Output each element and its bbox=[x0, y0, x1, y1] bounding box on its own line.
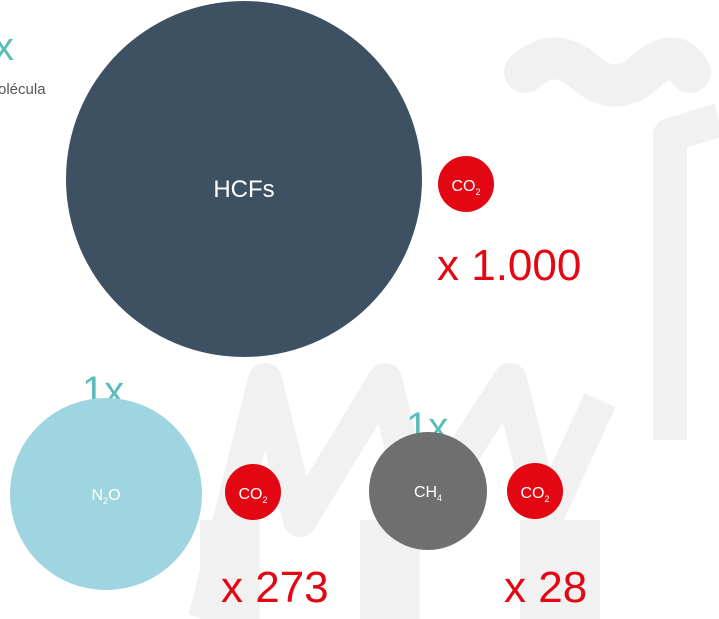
co2-sub: 2 bbox=[475, 187, 480, 197]
multiplier: x 28 bbox=[504, 563, 587, 612]
co2-label: CO2 bbox=[238, 486, 267, 505]
co2-label: CO2 bbox=[520, 485, 549, 504]
caption-text: olécula bbox=[0, 81, 46, 98]
co2-main: CO bbox=[451, 178, 475, 195]
multiplier: x 273 bbox=[221, 563, 329, 612]
count-text: x bbox=[0, 25, 14, 69]
n2o-label: N2O bbox=[91, 487, 120, 506]
co2-badge bbox=[507, 463, 563, 519]
ch4-label: CH4 bbox=[414, 484, 442, 503]
background-blocks bbox=[200, 520, 600, 619]
hcfs-label: HCFs bbox=[213, 176, 274, 203]
n2o-rest: O bbox=[108, 487, 120, 504]
n2o-main: N bbox=[91, 487, 103, 504]
multiplier: x 1.000 bbox=[437, 241, 581, 290]
n2o-sub: 2 bbox=[103, 496, 108, 506]
co2-sub: 2 bbox=[544, 494, 549, 504]
co2-label: CO2 bbox=[451, 178, 480, 197]
ch4-sub: 4 bbox=[437, 493, 442, 503]
ch4-circle bbox=[369, 432, 487, 550]
hcfs-circle bbox=[66, 1, 422, 357]
co2-badge bbox=[225, 464, 281, 520]
co2-main: CO bbox=[520, 485, 544, 502]
co2-badge bbox=[438, 156, 494, 212]
n2o-circle bbox=[10, 398, 202, 590]
ch4-main: CH bbox=[414, 484, 437, 501]
co2-sub: 2 bbox=[262, 495, 267, 505]
co2-main: CO bbox=[238, 486, 262, 503]
